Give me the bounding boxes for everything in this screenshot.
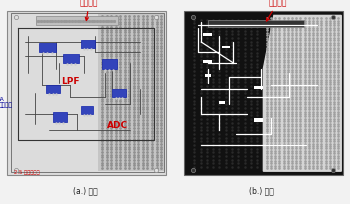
Polygon shape [263, 16, 341, 171]
Text: 2.5 伏參考電壓: 2.5 伏參考電壓 [14, 169, 40, 174]
Text: 接地走線: 接地走線 [266, 0, 287, 22]
Bar [222, 47, 230, 49]
Bar [38, 44, 56, 53]
Bar [102, 60, 117, 69]
Bar [166, 12, 184, 175]
Text: (a.) 上層: (a.) 上層 [74, 185, 98, 194]
Bar [205, 75, 211, 78]
Text: ADC: ADC [107, 120, 128, 129]
Bar [203, 34, 212, 37]
Bar [203, 61, 212, 63]
Bar [80, 41, 94, 49]
Bar [98, 15, 164, 171]
Bar [254, 86, 262, 90]
Text: IA
儀算放大: IA 儀算放大 [0, 96, 12, 108]
Text: 電源走線: 電源走線 [80, 0, 98, 21]
Bar [184, 12, 343, 175]
Bar [112, 90, 126, 98]
Text: (b.) 下層: (b.) 下層 [249, 185, 274, 194]
Bar [52, 112, 66, 122]
Bar [254, 119, 262, 122]
Bar [208, 20, 304, 28]
Bar [63, 55, 79, 63]
Bar [10, 14, 164, 172]
Bar [7, 12, 166, 175]
Bar [80, 106, 93, 114]
Bar [219, 102, 225, 104]
Bar [36, 17, 119, 26]
Bar [46, 86, 60, 94]
Text: LPF: LPF [61, 77, 80, 86]
